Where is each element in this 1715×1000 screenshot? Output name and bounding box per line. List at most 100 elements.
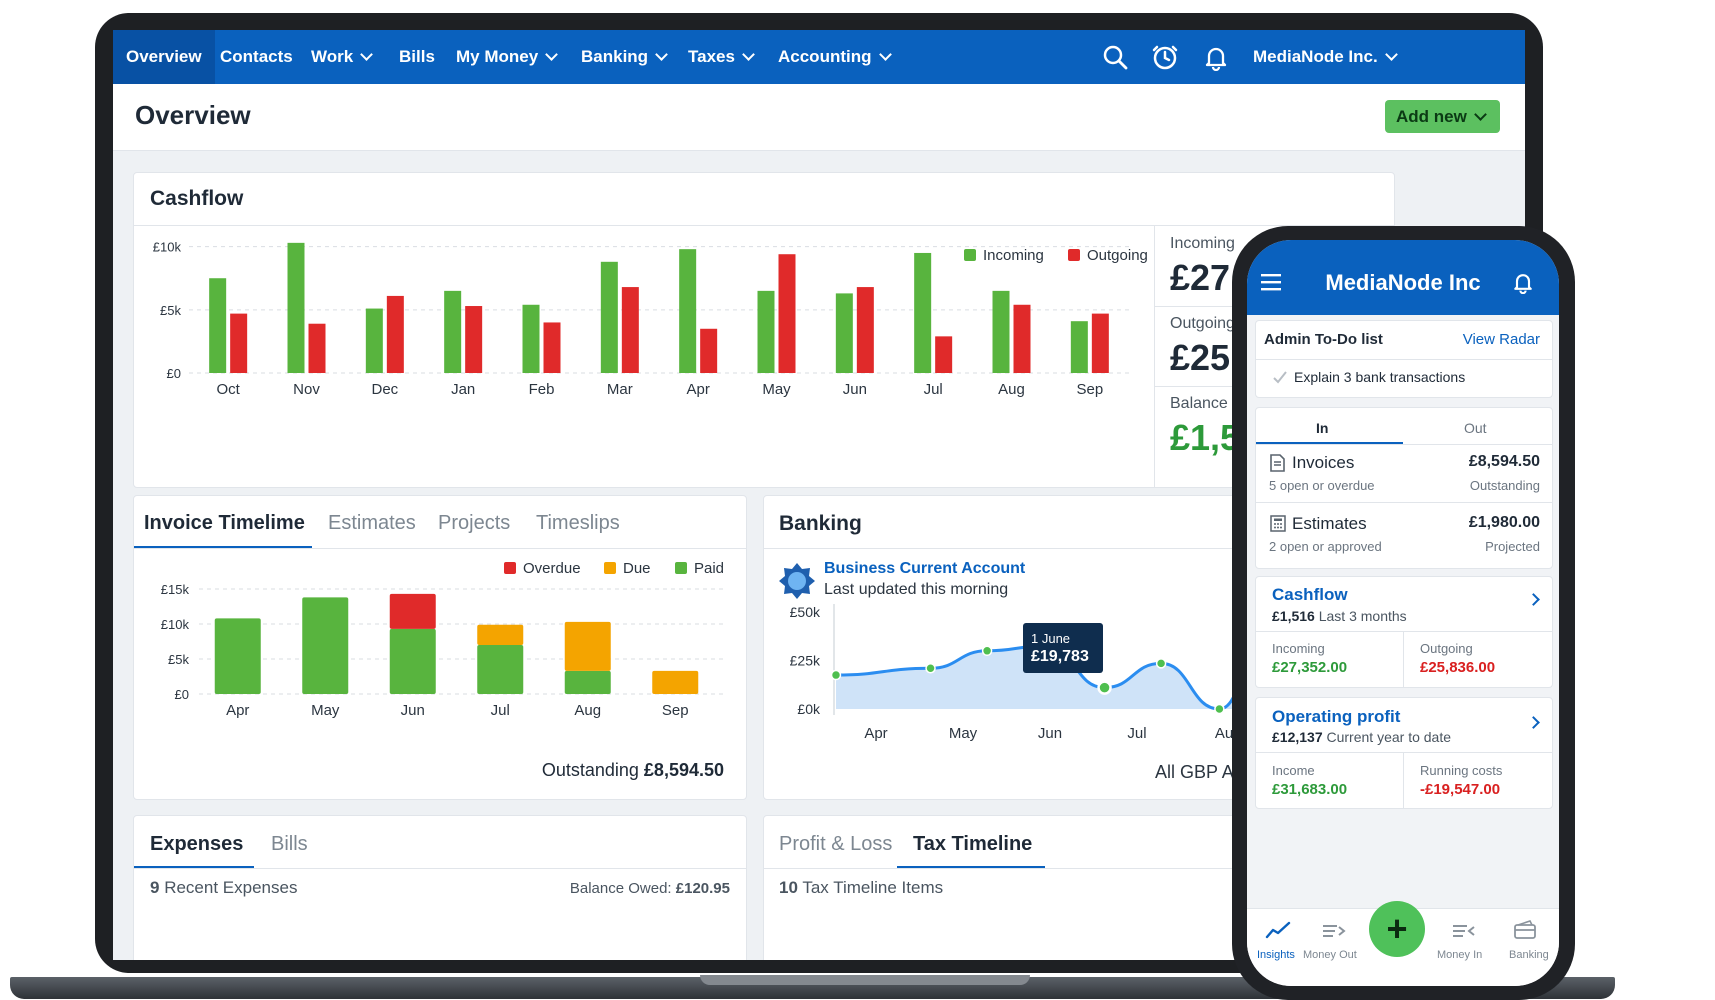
bar-incoming xyxy=(365,308,383,373)
bank-card-icon xyxy=(1514,920,1536,939)
divider xyxy=(1256,752,1552,753)
bar-paid xyxy=(389,628,436,694)
phone-screen: MediaNode Inc Admin To-Do list View Rada… xyxy=(1247,240,1559,986)
tab-bills[interactable]: Bills xyxy=(271,833,308,855)
search-icon[interactable] xyxy=(1101,43,1129,71)
active-tab-indicator xyxy=(897,866,1045,869)
bell-icon[interactable] xyxy=(1511,270,1535,294)
nav-work[interactable]: Work xyxy=(298,30,384,84)
bell-icon[interactable] xyxy=(1202,43,1230,71)
tab-tax-timeline[interactable]: Tax Timeline xyxy=(913,833,1033,855)
estimates-sub: 2 open or approved xyxy=(1269,539,1382,554)
view-radar-link[interactable]: View Radar xyxy=(1462,331,1540,348)
data-point xyxy=(981,645,993,657)
nav-my-money[interactable]: My Money xyxy=(443,30,569,84)
tab-expenses[interactable]: Expenses xyxy=(150,833,244,855)
bar-outgoing xyxy=(1013,304,1031,373)
phone-cashflow-card[interactable]: Cashflow £1,516 Last 3 months Incoming £… xyxy=(1255,576,1553,688)
tab-profit-loss[interactable]: Profit & Loss xyxy=(779,833,893,855)
y-tick-label: £0 xyxy=(167,366,181,381)
nav-overview-label: Overview xyxy=(126,47,202,66)
outstanding-value: £8,594.50 xyxy=(643,760,724,780)
outstanding-label: Outstanding xyxy=(541,760,639,780)
bar-incoming xyxy=(522,304,540,373)
data-point xyxy=(1214,703,1225,715)
operating-profit-card[interactable]: Operating profit £12,137 Current year to… xyxy=(1255,697,1553,809)
bottom-nav-money-in[interactable]: Money In xyxy=(1433,909,1497,979)
y-tick-label: £0k xyxy=(797,701,821,717)
bottom-nav-money-out[interactable]: Money Out xyxy=(1303,909,1367,979)
y-tick-label: £25k xyxy=(790,653,821,669)
tab-out[interactable]: Out xyxy=(1464,420,1487,436)
divider xyxy=(1256,631,1552,632)
bottom-nav-banking[interactable]: Banking xyxy=(1499,909,1555,979)
bar-outgoing xyxy=(465,306,483,373)
nav-taxes[interactable]: Taxes xyxy=(675,30,766,84)
tab-projects[interactable]: Projects xyxy=(438,512,511,534)
legend-swatch xyxy=(1068,249,1080,261)
tab-in[interactable]: In xyxy=(1316,420,1329,436)
legend-swatch xyxy=(604,562,616,574)
add-fab-button[interactable]: + xyxy=(1369,901,1425,957)
nav-contacts[interactable]: Contacts xyxy=(207,30,306,84)
bank-logo-icon xyxy=(779,563,815,599)
timer-icon[interactable] xyxy=(1151,43,1179,71)
legend-incoming: Incoming xyxy=(964,247,1044,264)
operating-profit-summary: £12,137 Current year to date xyxy=(1272,729,1451,745)
y-tick-label: £50k xyxy=(790,604,821,620)
laptop-base xyxy=(10,977,1615,999)
x-tick-label: Sep xyxy=(662,702,689,719)
legend-swatch xyxy=(675,562,687,574)
todo-item[interactable]: Explain 3 bank transactions xyxy=(1294,369,1466,385)
bottom-nav-insights[interactable]: Insights xyxy=(1255,909,1301,979)
bar-due xyxy=(477,624,524,645)
x-tick-label: Sep xyxy=(1076,381,1103,398)
tax-count-label: Tax Timeline Items xyxy=(802,878,944,897)
invoice-document-icon xyxy=(1270,454,1285,472)
bar-outgoing xyxy=(935,336,953,373)
data-point xyxy=(830,669,842,681)
tab-invoice-timeline[interactable]: Invoice Timelime xyxy=(144,512,305,534)
bottom-nav-insights-label: Insights xyxy=(1257,949,1295,961)
operating-profit-title: Operating profit xyxy=(1272,707,1401,726)
x-tick-label: Apr xyxy=(226,702,249,719)
checkmark-icon[interactable] xyxy=(1272,369,1288,385)
nav-bills[interactable]: Bills xyxy=(386,30,448,84)
phone-incoming-label: Incoming xyxy=(1272,641,1325,656)
chart-tooltip: 1 June £19,783 xyxy=(1023,623,1103,673)
invoices-label[interactable]: Invoices xyxy=(1292,453,1355,472)
in-out-card: In Out Invoices £8,594.50 5 open or over… xyxy=(1255,407,1553,569)
invoice-timeline-card: Invoice Timelime Estimates Projects Time… xyxy=(133,495,747,800)
bank-account-name[interactable]: Business Current Account xyxy=(824,560,1026,577)
chevron-down-icon xyxy=(655,48,668,61)
operating-profit-period: Current year to date xyxy=(1326,729,1452,745)
nav-overview[interactable]: Overview xyxy=(113,30,215,84)
divider xyxy=(1256,502,1552,503)
bar-outgoing xyxy=(856,287,874,373)
bottom-nav-money-in-label: Money In xyxy=(1437,949,1483,961)
tab-estimates[interactable]: Estimates xyxy=(328,512,416,534)
x-tick-label: Aug xyxy=(998,381,1025,398)
divider xyxy=(1256,444,1552,445)
x-tick-label: Aug xyxy=(574,702,601,719)
nav-banking[interactable]: Banking xyxy=(568,30,679,84)
org-switcher[interactable]: MediaNode Inc. xyxy=(1253,30,1398,84)
bar-outgoing xyxy=(621,287,639,373)
x-tick-label: May xyxy=(311,702,340,719)
active-tab-indicator xyxy=(134,546,312,549)
divider xyxy=(134,548,746,549)
bar-paid xyxy=(214,618,261,694)
cashflow-chart: £0 £5k £10k Oct Nov Dec Jan Feb Mar Apr May Jun Jul A… xyxy=(153,240,1129,398)
estimates-label[interactable]: Estimates xyxy=(1292,514,1367,533)
tab-timeslips[interactable]: Timeslips xyxy=(536,512,620,534)
chevron-down-icon xyxy=(360,48,374,61)
bar-incoming xyxy=(757,290,775,373)
legend-overdue: Overdue xyxy=(504,560,581,577)
legend-outgoing-label: Outgoing xyxy=(1087,247,1148,264)
hamburger-menu-icon[interactable] xyxy=(1261,273,1283,291)
add-new-button[interactable]: Add new xyxy=(1385,100,1500,133)
phone-incoming-value: £27,352.00 xyxy=(1272,659,1348,676)
invoices-sub2: Outstanding xyxy=(1469,478,1540,493)
legend-paid: Paid xyxy=(675,560,724,577)
nav-accounting[interactable]: Accounting xyxy=(765,30,903,84)
